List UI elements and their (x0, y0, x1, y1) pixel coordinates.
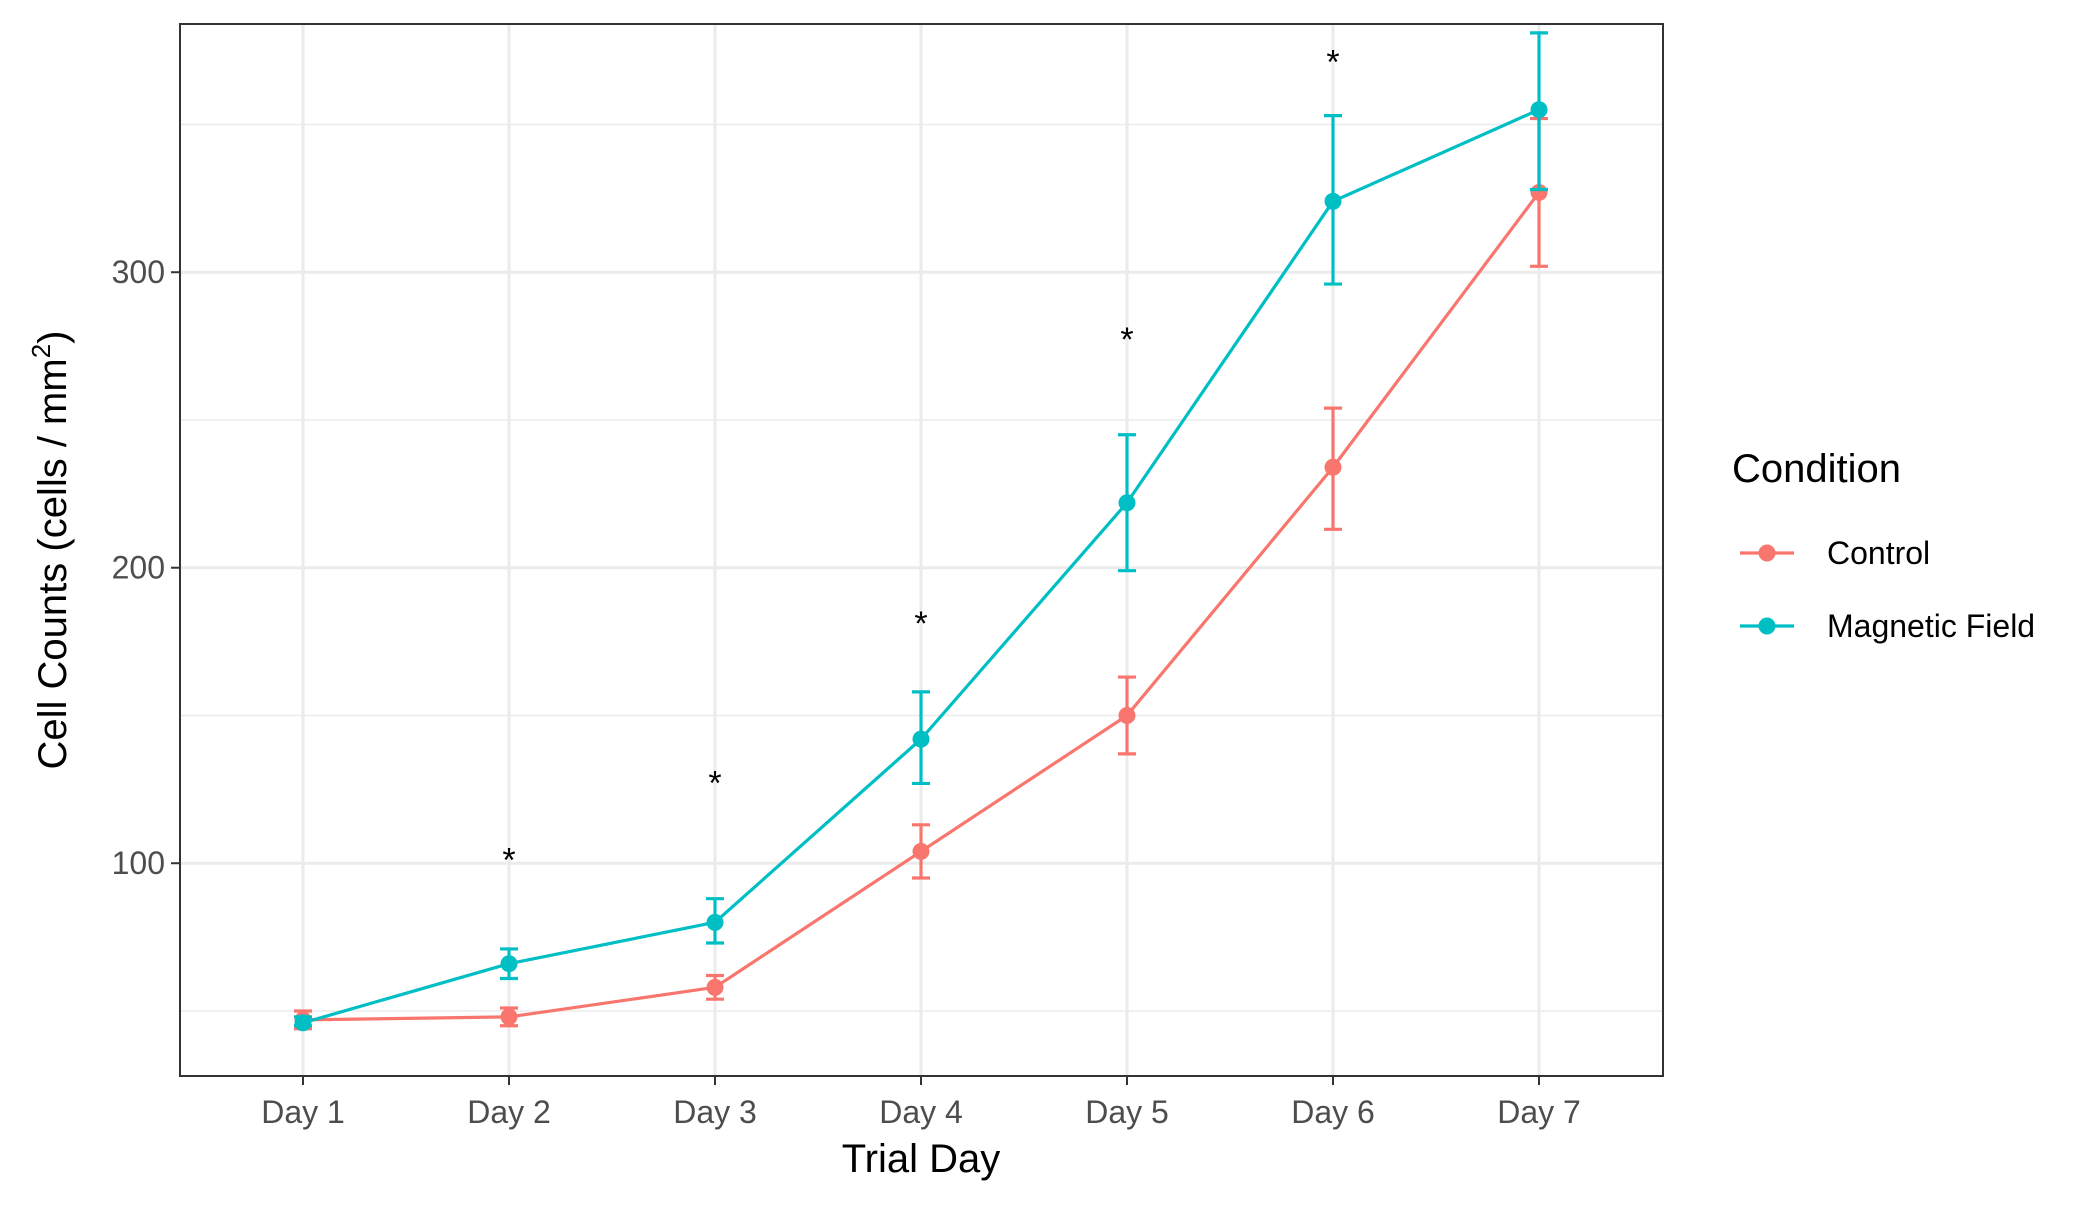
y-tick-label: 200 (112, 550, 165, 586)
x-tick-label: Day 6 (1291, 1094, 1375, 1130)
legend-key-point-magnetic-field (1758, 617, 1776, 635)
y-axis-title-main: Cell Counts (cells / mm (31, 358, 75, 769)
axis-layer: 100 200 300 Day 1 Day 2 Day 3 Day 4 Day 5 Day 6 D… (112, 254, 1581, 1130)
data-point-control (500, 1008, 518, 1026)
significance-marker: * (1326, 43, 1339, 81)
legend: Condition Control Magnetic Field (1732, 447, 2035, 644)
grid-layer (180, 24, 1663, 1076)
significance-marker: * (502, 841, 515, 879)
legend-items: Control Magnetic Field (1740, 535, 2035, 644)
x-tick-label: Day 5 (1085, 1094, 1169, 1130)
legend-key-point-control (1758, 544, 1776, 562)
y-axis-title: Cell Counts (cells / mm2) (26, 331, 75, 770)
x-axis-title: Trial Day (842, 1137, 1001, 1181)
data-point-magnetic-field (500, 955, 518, 973)
data-point-magnetic-field (1324, 192, 1342, 210)
legend-label-magnetic-field: Magnetic Field (1827, 608, 2035, 644)
data-point-control (706, 978, 724, 996)
data-point-magnetic-field (706, 913, 724, 931)
y-tick-label: 100 (112, 845, 165, 881)
y-axis-title-superscript: 2 (26, 344, 56, 358)
x-tick-label: Day 3 (673, 1094, 757, 1130)
significance-marker: * (1120, 321, 1133, 359)
data-point-control (1324, 458, 1342, 476)
data-point-magnetic-field (1118, 494, 1136, 512)
x-tick-label: Day 2 (467, 1094, 551, 1130)
x-tick-label: Day 1 (261, 1094, 345, 1130)
data-point-magnetic-field (912, 730, 930, 748)
data-point-magnetic-field (1530, 101, 1548, 119)
x-tick-label: Day 4 (879, 1094, 963, 1130)
data-point-control (1118, 706, 1136, 724)
legend-label-control: Control (1827, 535, 1930, 571)
data-point-magnetic-field (294, 1014, 312, 1032)
y-axis-title-close: ) (31, 331, 75, 344)
marks-layer: * * * * * (294, 31, 1548, 1032)
data-point-control (912, 842, 930, 860)
y-tick-label: 300 (112, 254, 165, 290)
significance-marker: * (708, 764, 721, 802)
x-tick-label: Day 7 (1497, 1094, 1581, 1130)
legend-title: Condition (1732, 447, 1901, 491)
significance-marker: * (914, 605, 927, 643)
